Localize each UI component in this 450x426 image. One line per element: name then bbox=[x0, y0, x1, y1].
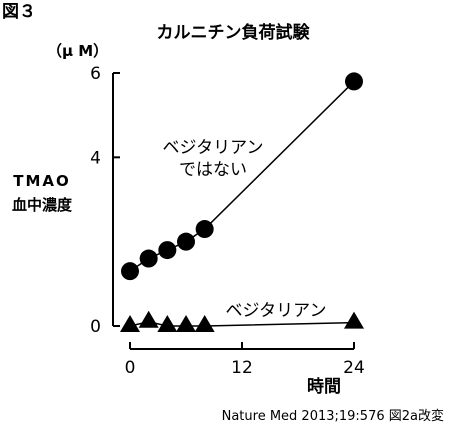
y-unit-label: （μ M） bbox=[47, 42, 108, 60]
x-tick-label-12: 12 bbox=[231, 358, 253, 378]
y-tick-label-4: 4 bbox=[90, 148, 101, 168]
series-0-point-0 bbox=[121, 262, 139, 281]
series-0-point-5 bbox=[345, 72, 363, 91]
plot-area: 0 4 6 0 12 24 bbox=[90, 64, 365, 378]
y-axis-label-line1: TMAO bbox=[13, 172, 71, 190]
series-label-non-vegetarian-line2: ではない bbox=[179, 160, 247, 180]
series-1-point-1 bbox=[138, 310, 159, 328]
series-label-non-vegetarian-line1: ベジタリアン bbox=[163, 138, 264, 158]
series-1-point-2 bbox=[157, 315, 178, 332]
series-1-point-5 bbox=[344, 311, 364, 329]
series-0-point-3 bbox=[177, 232, 195, 251]
y-tick-label-0: 0 bbox=[90, 317, 101, 337]
series-label-vegetarian: ベジタリアン bbox=[226, 301, 327, 321]
series-1-point-4 bbox=[194, 315, 215, 332]
x-tick-label-24: 24 bbox=[343, 358, 365, 378]
series-0-point-4 bbox=[195, 220, 214, 239]
source-citation: Nature Med 2013;19:576 図2a改変 bbox=[222, 408, 444, 424]
chart-title: カルニチン負荷試験 bbox=[157, 22, 311, 43]
x-axis-label: 時間 bbox=[307, 376, 341, 397]
series-1-point-3 bbox=[176, 315, 196, 332]
series-1-point-0 bbox=[120, 315, 140, 332]
series-0-point-2 bbox=[158, 241, 177, 260]
y-tick-label-6: 6 bbox=[90, 64, 101, 84]
series-0-point-1 bbox=[139, 249, 158, 268]
y-axis-label-line2: 血中濃度 bbox=[12, 196, 73, 214]
x-tick-label-0: 0 bbox=[125, 358, 136, 378]
figure-label: 図３ bbox=[2, 2, 36, 22]
